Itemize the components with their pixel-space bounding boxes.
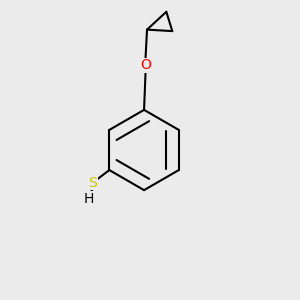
Text: H: H	[83, 192, 94, 206]
Text: S: S	[88, 176, 97, 190]
Text: O: O	[140, 58, 151, 72]
